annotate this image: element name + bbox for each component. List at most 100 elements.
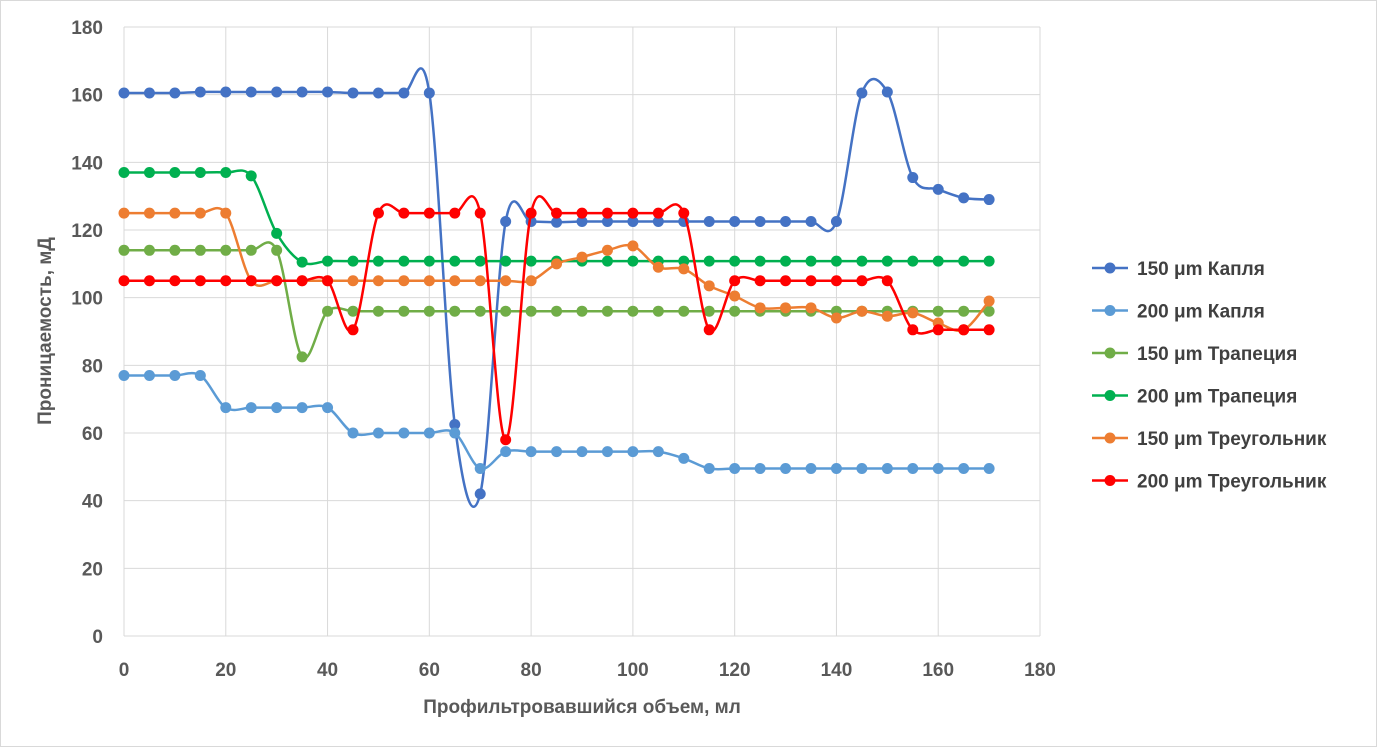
data-point bbox=[398, 275, 410, 287]
data-point bbox=[449, 427, 461, 439]
data-point bbox=[805, 463, 817, 475]
data-point bbox=[372, 427, 384, 439]
data-point bbox=[652, 305, 664, 317]
data-point bbox=[729, 216, 741, 228]
data-point bbox=[983, 194, 995, 206]
data-point bbox=[474, 488, 486, 500]
data-point bbox=[678, 452, 690, 464]
data-point bbox=[474, 275, 486, 287]
legend-marker bbox=[1104, 305, 1116, 316]
legend-marker bbox=[1104, 390, 1116, 401]
data-point bbox=[169, 244, 181, 256]
data-point bbox=[754, 216, 766, 228]
data-point bbox=[601, 305, 613, 317]
y-axis-title: Проницаемость, мД bbox=[35, 237, 56, 425]
data-point bbox=[245, 402, 257, 414]
data-point bbox=[983, 463, 995, 475]
data-point bbox=[423, 255, 435, 267]
series-0 bbox=[118, 67, 995, 508]
data-point bbox=[958, 192, 970, 204]
y-tick-label: 120 bbox=[71, 221, 103, 242]
data-point bbox=[729, 275, 741, 287]
data-point bbox=[143, 275, 155, 287]
y-tick-label: 100 bbox=[71, 289, 103, 310]
data-point bbox=[322, 86, 334, 98]
data-point bbox=[474, 255, 486, 267]
data-point bbox=[398, 207, 410, 219]
data-point bbox=[932, 463, 944, 475]
data-point bbox=[601, 446, 613, 458]
data-point bbox=[576, 251, 588, 263]
data-point bbox=[423, 427, 435, 439]
x-tick-label: 20 bbox=[215, 660, 236, 681]
data-point bbox=[347, 427, 359, 439]
data-point bbox=[907, 172, 919, 184]
data-point bbox=[347, 275, 359, 287]
data-point bbox=[296, 351, 308, 363]
data-point bbox=[322, 402, 334, 414]
data-point bbox=[780, 302, 792, 314]
data-point bbox=[551, 207, 563, 219]
data-point bbox=[551, 216, 563, 228]
data-point bbox=[398, 87, 410, 99]
data-point bbox=[601, 216, 613, 228]
data-point bbox=[398, 427, 410, 439]
data-point bbox=[220, 402, 232, 414]
data-point bbox=[652, 216, 664, 228]
data-point bbox=[678, 255, 690, 267]
data-point bbox=[271, 244, 283, 256]
data-point bbox=[576, 216, 588, 228]
x-tick-label: 40 bbox=[317, 660, 338, 681]
data-point bbox=[703, 255, 715, 267]
data-point bbox=[856, 305, 868, 317]
data-point bbox=[601, 255, 613, 267]
series-group bbox=[118, 67, 995, 508]
data-point bbox=[372, 207, 384, 219]
data-point bbox=[678, 207, 690, 219]
data-point bbox=[729, 290, 741, 302]
series-3 bbox=[118, 166, 995, 268]
data-point bbox=[652, 446, 664, 458]
data-point bbox=[169, 369, 181, 381]
data-point bbox=[805, 255, 817, 267]
data-point bbox=[780, 216, 792, 228]
data-point bbox=[830, 216, 842, 228]
y-tick-label: 0 bbox=[92, 627, 103, 648]
y-tick-label: 60 bbox=[82, 424, 103, 445]
legend-label: 200 μm Капля bbox=[1137, 302, 1265, 323]
data-point bbox=[525, 305, 537, 317]
data-point bbox=[780, 463, 792, 475]
data-point bbox=[576, 446, 588, 458]
data-point bbox=[143, 87, 155, 99]
data-point bbox=[525, 275, 537, 287]
x-tick-label: 80 bbox=[521, 660, 542, 681]
data-point bbox=[958, 324, 970, 336]
data-point bbox=[143, 369, 155, 381]
data-point bbox=[856, 87, 868, 99]
data-point bbox=[627, 216, 639, 228]
data-point bbox=[194, 207, 206, 219]
data-point bbox=[347, 87, 359, 99]
data-point bbox=[932, 324, 944, 336]
data-point bbox=[703, 324, 715, 336]
data-point bbox=[245, 170, 257, 182]
data-point bbox=[169, 87, 181, 99]
y-tick-label: 160 bbox=[71, 86, 103, 107]
y-axis-tick-labels: 0 20 40 60 80 100 120 140 160 180 bbox=[71, 18, 103, 648]
data-point bbox=[729, 463, 741, 475]
data-point bbox=[627, 305, 639, 317]
data-point bbox=[703, 216, 715, 228]
data-point bbox=[118, 207, 130, 219]
data-point bbox=[169, 207, 181, 219]
data-point bbox=[398, 255, 410, 267]
data-point bbox=[500, 275, 512, 287]
data-point bbox=[678, 263, 690, 275]
data-point bbox=[194, 166, 206, 178]
data-point bbox=[296, 86, 308, 98]
data-point bbox=[245, 275, 257, 287]
data-point bbox=[907, 307, 919, 319]
data-point bbox=[856, 275, 868, 287]
data-point bbox=[932, 255, 944, 267]
data-point bbox=[194, 244, 206, 256]
